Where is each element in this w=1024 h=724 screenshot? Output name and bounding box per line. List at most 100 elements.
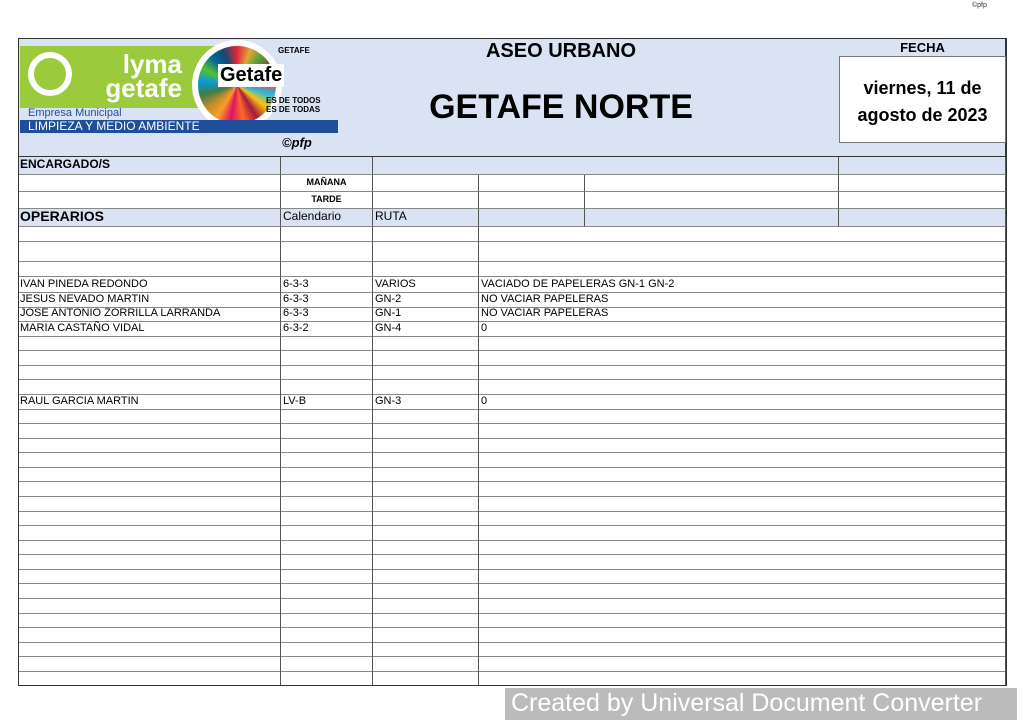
operario-observaciones[interactable] [479,627,1006,643]
operario-name[interactable] [18,437,281,453]
operario-ruta[interactable]: GN-2 [373,292,479,308]
operario-observaciones[interactable] [479,656,1006,672]
operario-calendario[interactable] [281,612,373,628]
operario-calendario[interactable] [281,641,373,657]
operario-name[interactable] [18,423,281,439]
table-cell[interactable] [373,175,479,192]
operario-ruta[interactable] [373,539,479,555]
operario-name[interactable] [18,510,281,526]
operario-name[interactable] [18,568,281,584]
operario-calendario[interactable] [281,583,373,599]
operario-ruta[interactable] [373,568,479,584]
operario-name[interactable]: IVAN PINEDA REDONDO [18,277,281,293]
operario-name[interactable] [18,335,281,351]
col-ruta[interactable]: RUTA [373,209,479,227]
operario-ruta[interactable]: VARIOS [373,277,479,293]
operario-calendario[interactable] [281,554,373,570]
operario-calendario[interactable] [281,539,373,555]
operario-ruta[interactable] [373,350,479,366]
operario-name[interactable] [18,525,281,541]
operario-name[interactable] [18,670,281,686]
operario-ruta[interactable] [373,364,479,380]
operario-ruta[interactable]: GN-3 [373,394,479,410]
operario-calendario[interactable] [281,598,373,614]
table-cell[interactable] [18,262,281,277]
table-cell[interactable] [373,242,479,262]
operario-name[interactable] [18,554,281,570]
operario-name[interactable]: JOSE ANTONIO ZORRILLA LARRANDA [18,306,281,322]
operario-name[interactable] [18,539,281,555]
operario-name[interactable] [18,496,281,512]
operario-observaciones[interactable] [479,408,1006,424]
operario-observaciones[interactable]: VACIADO DE PAPELERAS GN-1 GN-2 [479,277,1006,293]
operario-observaciones[interactable]: NO VACIAR PAPELERAS [479,306,1006,322]
operario-observaciones[interactable] [479,364,1006,380]
operario-name[interactable] [18,612,281,628]
table-cell[interactable] [373,192,479,209]
table-cell[interactable] [839,192,1006,209]
table-cell[interactable] [839,157,1006,175]
table-cell[interactable] [281,157,373,175]
operario-ruta[interactable] [373,525,479,541]
operario-calendario[interactable] [281,423,373,439]
operario-observaciones[interactable] [479,350,1006,366]
operario-calendario[interactable] [281,379,373,395]
table-cell[interactable] [585,192,839,209]
table-cell[interactable] [839,209,1006,227]
operario-ruta[interactable]: GN-4 [373,321,479,337]
operario-calendario[interactable] [281,496,373,512]
operario-observaciones[interactable] [479,496,1006,512]
operario-observaciones[interactable]: 0 [479,321,1006,337]
table-cell[interactable] [281,227,373,242]
operario-observaciones[interactable]: 0 [479,394,1006,410]
operario-calendario[interactable] [281,568,373,584]
operario-calendario[interactable] [281,670,373,686]
operario-ruta[interactable] [373,598,479,614]
col-calendario[interactable]: Calendario [281,209,373,227]
table-cell[interactable] [479,175,585,192]
operario-calendario[interactable] [281,437,373,453]
table-cell[interactable] [18,175,281,192]
operario-observaciones[interactable] [479,437,1006,453]
operario-name[interactable]: JESUS NEVADO MARTIN [18,292,281,308]
operario-name[interactable] [18,627,281,643]
operario-ruta[interactable] [373,510,479,526]
operario-ruta[interactable] [373,408,479,424]
operario-calendario[interactable] [281,481,373,497]
table-cell[interactable] [839,175,1006,192]
encargados-label[interactable]: ENCARGADO/S [18,157,281,175]
operario-observaciones[interactable] [479,539,1006,555]
operario-ruta[interactable] [373,481,479,497]
operario-observaciones[interactable] [479,452,1006,468]
operario-observaciones[interactable] [479,481,1006,497]
operario-ruta[interactable] [373,554,479,570]
operarios-label[interactable]: OPERARIOS [18,209,281,227]
operario-name[interactable] [18,656,281,672]
operario-name[interactable] [18,350,281,366]
operario-ruta[interactable]: GN-1 [373,306,479,322]
operario-observaciones[interactable] [479,379,1006,395]
operario-name[interactable] [18,481,281,497]
operario-ruta[interactable] [373,656,479,672]
operario-observaciones[interactable] [479,335,1006,351]
operario-calendario[interactable]: 6-3-2 [281,321,373,337]
operario-ruta[interactable] [373,423,479,439]
table-cell[interactable] [18,192,281,209]
operario-name[interactable]: MARIA CASTAÑO VIDAL [18,321,281,337]
operario-ruta[interactable] [373,335,479,351]
operario-name[interactable] [18,379,281,395]
operario-name[interactable] [18,598,281,614]
operario-ruta[interactable] [373,627,479,643]
table-cell[interactable] [281,242,373,262]
operario-name[interactable] [18,583,281,599]
operario-calendario[interactable] [281,510,373,526]
table-cell[interactable] [585,209,839,227]
operario-observaciones[interactable]: NO VACIAR PAPELERAS [479,292,1006,308]
operario-observaciones[interactable] [479,598,1006,614]
operario-observaciones[interactable] [479,568,1006,584]
operario-calendario[interactable] [281,335,373,351]
operario-observaciones[interactable] [479,641,1006,657]
operario-ruta[interactable] [373,496,479,512]
operario-calendario[interactable]: 6-3-3 [281,292,373,308]
operario-observaciones[interactable] [479,423,1006,439]
